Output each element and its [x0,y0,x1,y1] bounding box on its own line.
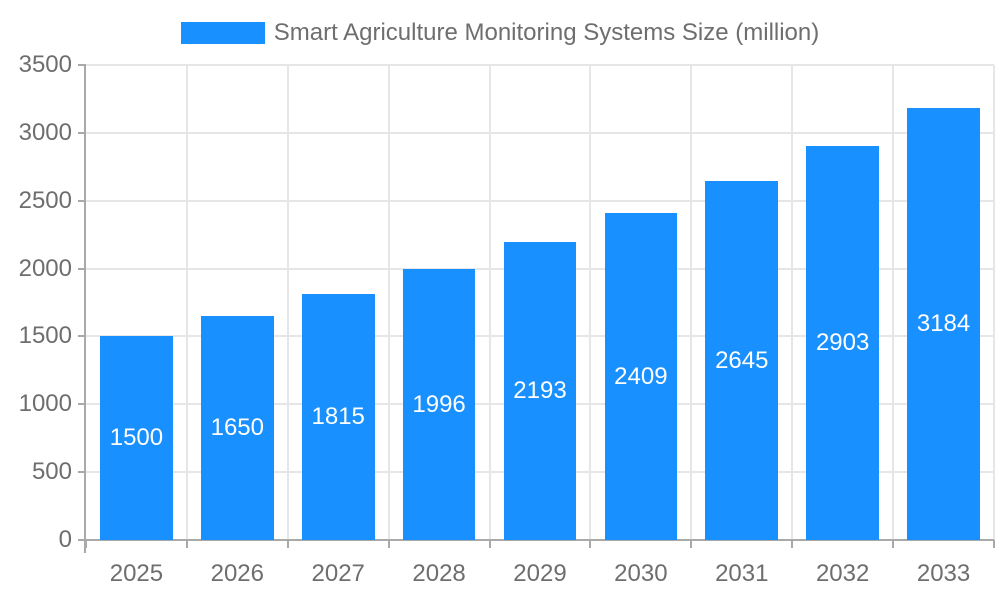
x-axis-tick [387,540,390,548]
x-axis-label: 2028 [412,560,466,587]
x-axis-tick [993,540,995,548]
x-gridline [690,65,693,540]
x-axis-label: 2030 [614,560,668,587]
bar[interactable]: 1996 [402,269,476,540]
x-axis-tick [791,540,794,548]
bar[interactable]: 1815 [301,293,375,540]
x-axis-tick [185,540,188,548]
y-axis-tick [78,267,86,270]
y-gridline [86,131,994,134]
x-axis-label: 2029 [513,560,567,587]
bar[interactable]: 2409 [604,213,678,540]
bar-value-label: 2903 [815,329,870,356]
y-axis-tick [78,131,86,134]
y-axis-tick [78,199,86,202]
y-axis-label: 3500 [18,51,72,78]
bar[interactable]: 2645 [705,181,779,540]
y-axis-label: 1000 [18,390,72,418]
x-axis-label: 2026 [210,560,264,587]
bar-value-label: 1650 [210,414,264,442]
bar-value-label: 2645 [715,346,769,374]
x-axis-tick [690,540,693,548]
bar[interactable]: 3184 [907,107,980,540]
legend-item[interactable]: Smart Agriculture Monitoring Systems Siz… [0,20,1000,46]
x-axis-tick [589,540,592,548]
y-axis-tick [78,403,86,406]
y-axis-tick [78,335,86,338]
x-gridline [286,65,289,540]
x-gridline [589,65,592,540]
y-axis-label: 1500 [18,322,72,350]
bar[interactable]: 2193 [503,242,577,540]
bar[interactable]: 1650 [201,316,274,540]
y-axis-label: 0 [58,526,72,553]
x-axis-label: 2025 [109,560,164,587]
y-gridline [86,64,994,66]
x-gridline [791,65,794,540]
x-axis-tick [286,540,289,548]
x-gridline [993,65,995,540]
y-axis-tick [78,64,86,66]
x-axis-line [78,539,994,541]
x-gridline [185,65,188,540]
bar-value-label: 1996 [412,390,466,418]
x-axis-label: 2031 [715,560,769,587]
x-axis-label: 2033 [916,560,971,587]
legend-label: Smart Agriculture Monitoring Systems Siz… [273,19,820,46]
x-axis-label: 2027 [311,560,365,587]
bar[interactable]: 1500 [100,336,173,540]
y-axis-label: 2000 [18,254,72,282]
x-axis-label: 2032 [815,560,870,587]
x-gridline [892,65,895,540]
y-axis-tick [78,471,86,474]
bar-value-label: 1500 [109,424,164,452]
bar[interactable]: 2903 [806,146,879,540]
x-gridline [387,65,390,540]
x-gridline [488,65,491,540]
bar-value-label: 2409 [614,362,668,390]
bar-value-label: 3184 [916,309,971,337]
bar-value-label: 2193 [513,377,567,405]
y-axis-label: 2500 [18,186,72,214]
y-axis-label: 500 [31,458,72,486]
bar-value-label: 1815 [311,402,365,430]
y-axis-line [84,65,86,553]
y-axis-label: 3000 [18,118,72,146]
x-axis-tick [892,540,895,548]
y-gridline [86,199,994,202]
x-axis-tick [85,540,87,548]
legend-swatch [180,22,265,44]
x-axis-tick [488,540,491,548]
